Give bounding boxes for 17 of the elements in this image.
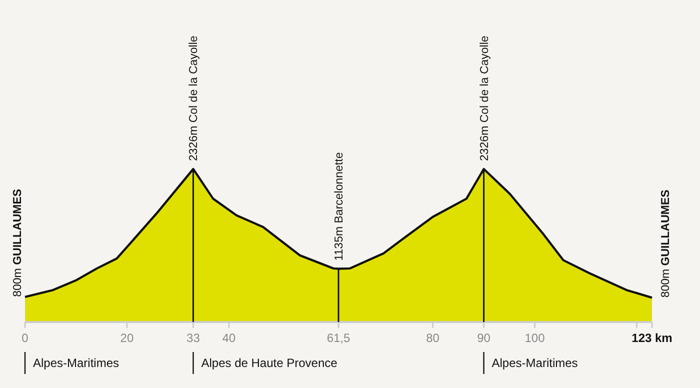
- x-tick-label: 33: [186, 331, 200, 345]
- x-tick-label: 100: [524, 331, 546, 345]
- text: Alpes de Haute Provence: [201, 356, 338, 370]
- text: Alpes-Maritimes: [492, 356, 578, 370]
- x-tick-label: 123 km: [632, 331, 672, 345]
- x-tick-label: 61,5: [326, 331, 350, 345]
- annotation: 800m GUILLAUMES: [660, 189, 672, 298]
- x-tick-label: 0: [22, 331, 29, 345]
- ref-line-label: 2326m Col de la Cayolle: [188, 36, 200, 161]
- ref-line-label: 1135m Barcelonnette: [334, 152, 346, 261]
- x-tick-label: 90: [477, 331, 491, 345]
- x-tick-label: 20: [120, 331, 134, 345]
- x-tick-label: 80: [426, 331, 440, 345]
- annotation: 800m GUILLAUMES: [12, 188, 24, 297]
- text: Alpes-Maritimes: [33, 356, 120, 370]
- ref-line-label: 2326m Col de la Cayolle: [478, 36, 491, 161]
- x-tick-label: 40: [222, 331, 236, 345]
